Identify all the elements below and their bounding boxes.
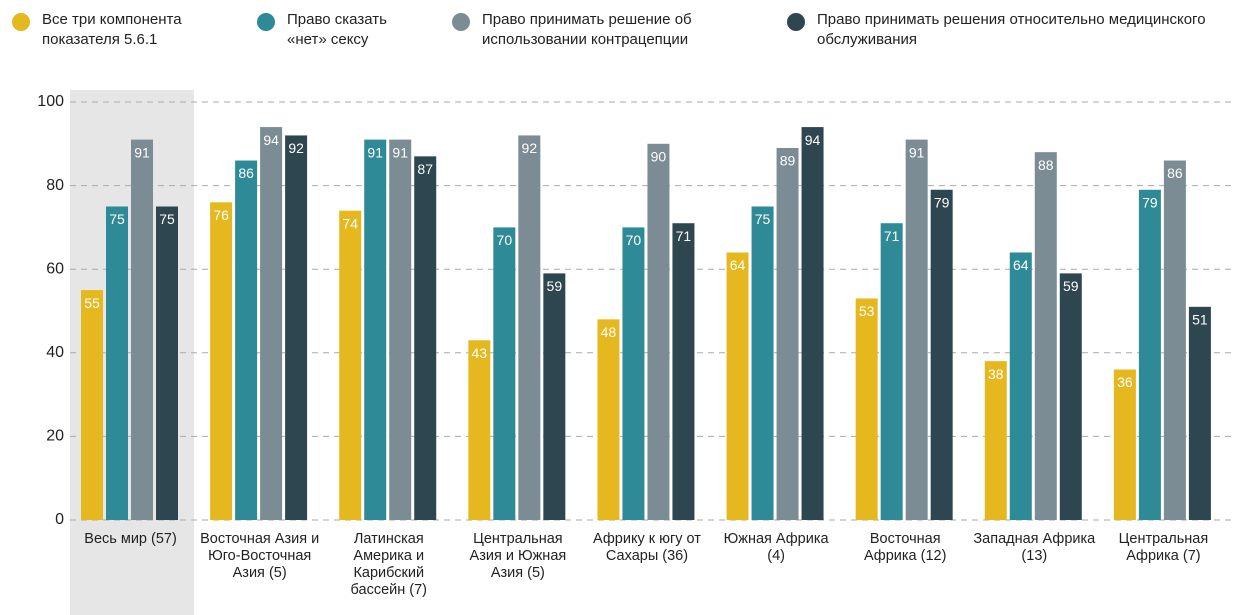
bar	[776, 147, 799, 521]
value-label: 79	[934, 194, 950, 210]
value-label: 75	[755, 211, 771, 227]
bar	[751, 206, 774, 520]
value-label: 86	[238, 165, 254, 181]
value-label: 38	[988, 366, 1004, 382]
y-tick-label: 100	[37, 93, 64, 110]
bar	[1034, 152, 1057, 520]
legend-label: Все три компонента показателя 5.6.1	[42, 11, 182, 48]
y-tick-label: 20	[46, 428, 64, 445]
value-label: 89	[780, 153, 796, 169]
x-tick-label: Восточная Африка (12)	[863, 531, 947, 564]
value-label: 79	[1142, 194, 1158, 210]
legend-swatch	[257, 13, 275, 31]
bar	[905, 139, 928, 520]
value-label: 88	[1038, 157, 1054, 173]
bar	[880, 223, 903, 520]
value-label: 36	[1117, 374, 1133, 390]
bar	[414, 156, 437, 520]
bar	[726, 252, 749, 521]
x-tick-label: Центральная Африка (7)	[1118, 531, 1209, 564]
legend-label: Право принимать решение об использовании…	[482, 11, 692, 48]
value-label: 92	[522, 140, 538, 156]
value-label: 75	[109, 211, 125, 227]
x-tick-label: Восточная Азия и Юго-Восточная Азия (5)	[200, 531, 320, 581]
bar	[493, 227, 516, 520]
value-label: 64	[730, 257, 746, 273]
value-label: 94	[805, 132, 821, 148]
bar	[597, 319, 620, 520]
value-label: 70	[497, 232, 513, 248]
value-label: 92	[288, 140, 304, 156]
legend-swatch	[452, 13, 470, 31]
bar	[210, 202, 233, 520]
value-label: 74	[342, 215, 358, 231]
value-label: 94	[263, 132, 279, 148]
bar	[543, 273, 566, 520]
bar	[106, 206, 128, 520]
bar	[518, 135, 541, 520]
value-label: 71	[676, 228, 692, 244]
value-label: 55	[84, 295, 100, 311]
bar	[260, 127, 283, 520]
bar	[339, 210, 362, 520]
value-label: 51	[1192, 312, 1208, 328]
value-label: 70	[626, 232, 642, 248]
bar	[855, 298, 878, 520]
value-label: 53	[859, 303, 875, 319]
bar	[1163, 160, 1186, 520]
bar	[389, 139, 412, 520]
bar	[1113, 369, 1136, 520]
bar	[1188, 306, 1211, 520]
x-tick-label: Латинская Америка и Карибский бассейн (7…	[350, 531, 427, 598]
bar	[930, 189, 953, 520]
bar	[647, 143, 670, 521]
value-label: 91	[909, 144, 925, 160]
legend-label: Право принимать решения относительно мед…	[817, 11, 1206, 48]
x-tick-label: Центральная Азия и Южная Азия (5)	[469, 531, 567, 581]
y-tick-label: 80	[46, 177, 64, 194]
x-tick-label: Западная Африка (13)	[973, 531, 1096, 564]
value-label: 43	[472, 345, 488, 361]
y-tick-label: 40	[46, 344, 64, 361]
value-label: 90	[651, 149, 667, 165]
bar	[1009, 252, 1032, 521]
value-label: 91	[367, 144, 383, 160]
y-tick-label: 0	[55, 511, 64, 528]
value-label: 86	[1167, 165, 1183, 181]
value-label: 71	[884, 228, 900, 244]
bar	[1138, 189, 1161, 520]
value-label: 48	[601, 324, 617, 340]
value-label: 91	[392, 144, 408, 160]
value-label: 59	[547, 278, 563, 294]
value-label: 76	[213, 207, 229, 223]
value-label: 64	[1013, 257, 1029, 273]
bar	[285, 135, 308, 520]
value-label: 91	[134, 144, 150, 160]
bar	[156, 206, 178, 520]
x-tick-label: Весь мир (57)	[84, 531, 177, 547]
x-tick-label: Южная Африка (4)	[723, 531, 829, 564]
bar	[672, 223, 695, 520]
bar	[131, 139, 153, 520]
bar	[622, 227, 645, 520]
legend-swatch	[787, 13, 805, 31]
bar	[468, 340, 491, 520]
bar	[364, 139, 387, 520]
value-label: 59	[1063, 278, 1079, 294]
bar	[81, 290, 103, 520]
bar	[984, 361, 1007, 520]
legend-swatch	[12, 13, 30, 31]
legend-label: Право сказать «нет» сексу	[287, 11, 387, 48]
value-label: 75	[159, 211, 175, 227]
value-label: 87	[417, 161, 433, 177]
x-tick-label: Африку к югу от Сахары (36)	[593, 531, 701, 564]
y-tick-label: 60	[46, 260, 64, 277]
bar	[1059, 273, 1082, 520]
bar	[235, 160, 258, 520]
bar	[801, 127, 824, 520]
